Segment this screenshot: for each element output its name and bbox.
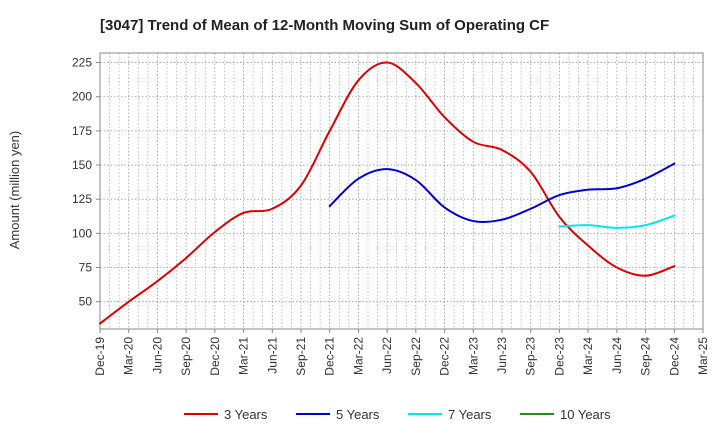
series-line-7-years — [558, 214, 676, 229]
x-tick-label: Jun-21 — [265, 337, 279, 374]
y-tick-label: 150 — [72, 158, 92, 172]
x-tick-label: Jun-22 — [380, 337, 394, 374]
y-tick-label: 125 — [72, 192, 92, 206]
x-axis-ticks: Dec-19 Mar-20 Jun-20 Sep-20 Dec-20 Mar-21 Jun-… — [93, 329, 710, 376]
y-tick-label: 225 — [72, 56, 92, 70]
x-tick-label: Dec-20 — [208, 337, 222, 376]
x-tick-label: Dec-24 — [667, 337, 681, 376]
legend-label-7-years: 7 Years — [448, 407, 492, 422]
x-tick-label: Jun-20 — [150, 337, 164, 374]
x-tick-label: Mar-24 — [581, 337, 595, 375]
x-tick-label: Mar-23 — [466, 337, 480, 375]
x-tick-label: Dec-22 — [438, 337, 452, 376]
legend-label-5-years: 5 Years — [336, 407, 380, 422]
plot-area — [99, 52, 704, 330]
x-tick-label: Dec-21 — [323, 337, 337, 376]
y-axis-ticks: 50 75 100 125 150 175 200 225 — [72, 56, 100, 309]
x-tick-label: Mar-25 — [696, 337, 710, 375]
x-tick-label: Sep-20 — [179, 337, 193, 376]
y-tick-label: 100 — [72, 226, 92, 240]
x-tick-label: Mar-20 — [122, 337, 136, 375]
series-lines — [99, 61, 676, 325]
x-tick-label: Jun-23 — [495, 337, 509, 374]
x-tick-label: Dec-19 — [93, 337, 107, 376]
x-tick-label: Sep-21 — [294, 337, 308, 376]
chart-title: [3047] Trend of Mean of 12-Month Moving … — [100, 17, 549, 34]
x-tick-label: Sep-22 — [409, 337, 423, 376]
legend-label-3-years: 3 Years — [224, 407, 268, 422]
x-tick-label: Sep-23 — [524, 337, 538, 376]
x-tick-label: Dec-23 — [552, 337, 566, 376]
x-tick-label: Jun-24 — [610, 337, 624, 374]
series-line-3-years — [99, 61, 676, 325]
y-tick-label: 50 — [79, 295, 93, 309]
y-tick-label: 75 — [79, 261, 93, 275]
y-tick-label: 175 — [72, 124, 92, 138]
legend: 3 Years 5 Years 7 Years 10 Years — [184, 407, 611, 422]
grid — [99, 53, 704, 329]
y-tick-label: 200 — [72, 90, 92, 104]
y-axis-label: Amount (million yen) — [7, 131, 22, 250]
series-line-5-years — [328, 162, 676, 224]
legend-label-10-years: 10 Years — [560, 407, 611, 422]
x-tick-label: Sep-24 — [639, 337, 653, 376]
x-tick-label: Mar-21 — [237, 337, 251, 375]
x-tick-label: Mar-22 — [351, 337, 365, 375]
